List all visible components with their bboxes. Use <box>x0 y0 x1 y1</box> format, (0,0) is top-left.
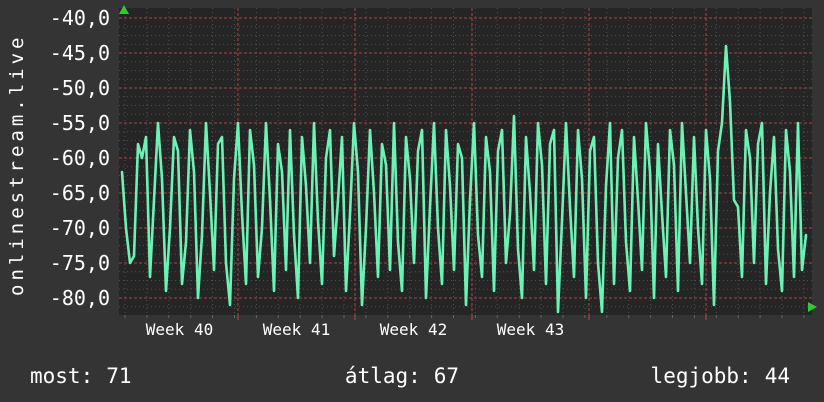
signal-line <box>120 44 808 314</box>
stat-average-label: átlag: <box>344 364 421 388</box>
vertical-axis-title: onlinestream.live <box>6 33 28 297</box>
stat-current: most: 71 <box>30 363 132 389</box>
signal-chart-svg <box>119 8 812 320</box>
stat-best-value: 44 <box>764 364 790 388</box>
y-tick-label: -70,0 <box>49 216 110 240</box>
stats-row: most: 71 átlag: 67 legjobb: 44 <box>0 363 824 389</box>
stat-best-label: legjobb: <box>650 364 752 388</box>
y-tick-label: -50,0 <box>49 76 110 100</box>
x-tick-label: Week 42 <box>379 320 448 339</box>
x-tick-label: Week 43 <box>496 320 565 339</box>
y-tick-label: -55,0 <box>49 111 110 135</box>
y-axis-arrow-icon <box>119 5 129 14</box>
y-tick-label: -80,0 <box>49 286 110 310</box>
x-axis-arrow-icon <box>808 302 817 312</box>
y-tick-label: -75,0 <box>49 251 110 275</box>
x-tick-label: Week 40 <box>145 320 214 339</box>
y-tick-label: -65,0 <box>49 181 110 205</box>
y-tick-label: -45,0 <box>49 41 110 65</box>
signal-chart-plot-area <box>119 8 812 321</box>
stat-average-value: 67 <box>433 364 460 388</box>
y-tick-label: -40,0 <box>49 6 110 30</box>
x-tick-label: Week 41 <box>262 320 331 339</box>
stat-current-label: most: <box>30 364 94 388</box>
y-tick-label: -60,0 <box>49 146 110 170</box>
stat-best: legjobb: 44 <box>651 363 790 389</box>
stat-current-value: 71 <box>106 364 132 388</box>
stat-average: átlag: 67 <box>345 363 459 389</box>
